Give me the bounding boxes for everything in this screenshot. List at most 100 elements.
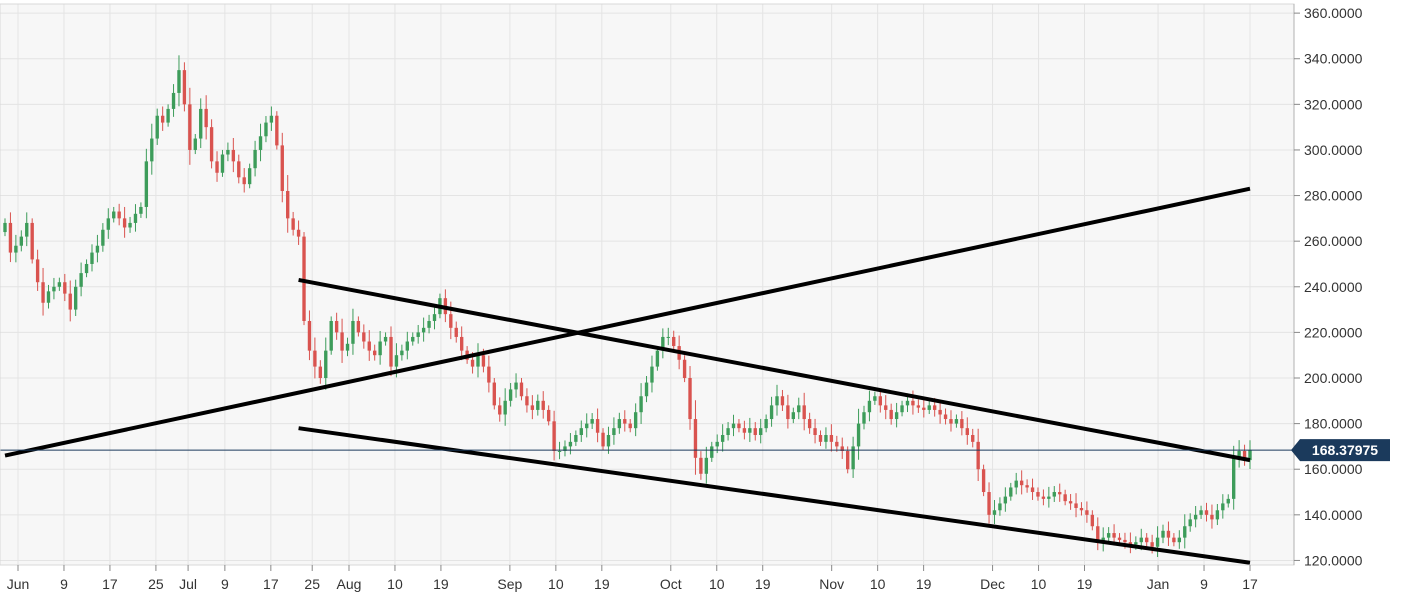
candle-body xyxy=(650,366,654,383)
candle-body xyxy=(340,332,344,351)
y-tick-label: 180.0000 xyxy=(1304,416,1363,432)
candle-body xyxy=(807,419,812,429)
x-tick-label: 9 xyxy=(1200,576,1208,592)
y-axis: 360.0000 340.0000 320.0000 300.0000 280.0000… xyxy=(1294,5,1363,568)
candle-body xyxy=(133,213,138,223)
candle-body xyxy=(606,435,611,447)
candle-body xyxy=(1074,503,1078,508)
candle-body xyxy=(1019,480,1024,486)
x-tick-label: 10 xyxy=(870,576,886,592)
x-tick-label: Jun xyxy=(7,576,30,592)
candle-body xyxy=(791,412,796,420)
candle-body xyxy=(889,409,893,420)
candle-body xyxy=(932,405,937,410)
candle-body xyxy=(965,428,969,436)
x-tick-label: Jan xyxy=(1147,576,1170,592)
trend-down-upper-line[interactable] xyxy=(298,277,1251,463)
candle-body xyxy=(623,419,627,424)
candle-body xyxy=(846,450,850,470)
x-tick-label: 19 xyxy=(1077,576,1093,592)
plot-background xyxy=(0,4,1294,565)
candle-body xyxy=(998,503,1002,511)
candle-body xyxy=(748,428,752,433)
candle-body xyxy=(710,446,714,458)
candle-body xyxy=(905,400,910,406)
candle-body xyxy=(1096,526,1100,543)
candle-body xyxy=(449,314,453,328)
x-axis: Jun 9 17 25 Jul 9 17 25 Aug 10 19 Sep 10 19 Oct 10 19 Nov… xyxy=(7,565,1258,592)
x-tick-label: 10 xyxy=(1031,576,1047,592)
candle-body xyxy=(122,218,127,228)
candle-body xyxy=(166,108,170,123)
candle-body xyxy=(1047,496,1051,499)
candle-body xyxy=(498,405,502,415)
candle-body xyxy=(862,412,866,424)
candle-body xyxy=(525,396,529,406)
x-tick-label: 9 xyxy=(221,576,229,592)
candle-body xyxy=(1052,492,1056,497)
candle-body xyxy=(1237,450,1241,458)
candle-body xyxy=(633,412,638,429)
candle-body xyxy=(139,206,143,214)
candle-body xyxy=(824,435,828,442)
candle-body xyxy=(1079,507,1084,511)
candle-body xyxy=(541,400,545,410)
candle-body xyxy=(459,336,464,351)
candle-body xyxy=(95,245,100,253)
candle-body xyxy=(1134,542,1138,545)
candle-body xyxy=(1161,530,1165,538)
candle-body xyxy=(900,405,904,413)
candle-body xyxy=(726,428,730,436)
candle-body xyxy=(981,469,986,493)
x-tick-label: 19 xyxy=(594,576,610,592)
candle-body xyxy=(345,343,350,351)
candle-body xyxy=(237,161,241,178)
candle-body xyxy=(52,286,56,292)
x-tick-label: Nov xyxy=(819,576,844,592)
candle-body xyxy=(769,405,774,420)
candle-body xyxy=(329,320,333,351)
y-tick-label: 200.0000 xyxy=(1304,370,1363,386)
candle-body xyxy=(1117,537,1122,540)
candle-body xyxy=(1112,533,1116,538)
x-tick-label: 17 xyxy=(102,576,118,592)
candle-body xyxy=(269,115,274,123)
candle-body xyxy=(171,92,176,109)
candle-body xyxy=(106,218,110,230)
candle-body xyxy=(775,396,779,406)
candle-body xyxy=(302,236,306,321)
candle-body xyxy=(1014,480,1018,488)
candle-body xyxy=(949,419,953,424)
candle-body xyxy=(73,286,78,310)
x-tick-label: 17 xyxy=(263,576,279,592)
candle-body xyxy=(144,161,149,207)
candle-body xyxy=(851,446,855,470)
x-tick-label: Aug xyxy=(337,576,362,592)
candle-body xyxy=(764,419,768,429)
candle-body xyxy=(177,70,181,93)
candle-body xyxy=(90,252,94,264)
candle-body xyxy=(63,282,67,294)
candle-body xyxy=(362,332,366,342)
candle-body xyxy=(508,389,513,401)
last-price-label: 168.37975 xyxy=(1312,442,1378,458)
candle-body xyxy=(258,136,263,150)
candle-body xyxy=(742,428,747,433)
candle-body xyxy=(856,423,861,447)
candle-body xyxy=(971,435,975,442)
trend-up-line[interactable] xyxy=(4,186,1251,458)
candle-body xyxy=(204,108,208,128)
candle-body xyxy=(394,355,399,367)
candle-body xyxy=(481,355,486,367)
candle-body xyxy=(568,441,573,447)
candle-body xyxy=(307,320,312,351)
x-tick-label: 10 xyxy=(387,576,403,592)
y-tick-label: 280.0000 xyxy=(1304,188,1363,204)
x-tick-label: 25 xyxy=(304,576,320,592)
candle-body xyxy=(188,104,192,150)
y-tick-label: 240.0000 xyxy=(1304,279,1363,295)
candle-body xyxy=(737,423,741,429)
candle-body xyxy=(873,396,877,401)
x-tick-label: Sep xyxy=(497,576,522,592)
